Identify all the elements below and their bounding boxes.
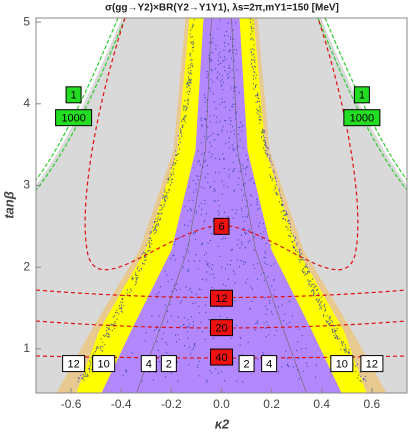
- contour-label: 1000: [61, 113, 85, 125]
- contour-label-box: [330, 355, 354, 373]
- contour-label-box: [360, 355, 384, 373]
- x-tick-label: 0.2: [263, 397, 280, 411]
- contour-label-box: [210, 289, 233, 307]
- contour-line: [317, 18, 407, 191]
- contour-label-box: [353, 86, 370, 104]
- y-tick-label: 2: [23, 259, 30, 273]
- contour-label: 20: [215, 323, 227, 335]
- contour-line: [324, 18, 407, 181]
- contour-label: 12: [366, 358, 378, 370]
- contour-label: 40: [215, 352, 227, 364]
- chart-title: σ(gg→Y2)×BR(Y2→Y1Y1), λs=2π,mY1=150 [MeV…: [105, 3, 339, 14]
- plot-area: [36, 18, 407, 393]
- contour-label-box: [210, 319, 233, 337]
- y-tick-label: 3: [23, 178, 30, 192]
- contour-label: 2: [244, 358, 250, 370]
- y-tick-label: 1: [23, 341, 30, 355]
- contour-label: 2: [166, 358, 172, 370]
- contour-label: 4: [266, 358, 272, 370]
- contour-label: 1: [71, 90, 77, 102]
- contour-label: 4: [146, 358, 152, 370]
- x-tick-label: -0.2: [161, 397, 182, 411]
- contour-label: 10: [98, 358, 110, 370]
- contour-line: [136, 18, 307, 393]
- contour-label-box: [62, 355, 86, 373]
- x-tick-label: -0.6: [61, 397, 82, 411]
- x-tick-label: -0.4: [111, 397, 132, 411]
- y-tick-label: 4: [23, 96, 30, 110]
- x-tick-label: 0.6: [364, 397, 381, 411]
- contour-line: [36, 18, 119, 181]
- contour-label-box: [92, 355, 116, 373]
- contour-line: [84, 18, 359, 271]
- purple-band: [101, 18, 342, 393]
- contour-label-box: [261, 355, 278, 373]
- contour-label: 1: [359, 90, 365, 102]
- contour-label: 1000: [350, 113, 374, 125]
- contour-label: 10: [336, 358, 348, 370]
- x-tick-label: 0.4: [313, 397, 330, 411]
- contour-label-box: [343, 109, 381, 127]
- contour-line: [36, 18, 126, 191]
- contour-label: 12: [67, 358, 79, 370]
- contour-label-box: [65, 86, 82, 104]
- contour-label: 12: [215, 293, 227, 305]
- contour-label-box: [55, 109, 93, 127]
- y-axis-label: tanβ: [1, 191, 16, 219]
- contour-label: 6: [218, 221, 224, 233]
- x-tick-label: 0.0: [213, 397, 230, 411]
- x-axis-label: κ2: [215, 416, 230, 431]
- y-tick-label: 5: [23, 14, 30, 28]
- contour-label-box: [160, 355, 177, 373]
- contour-label-box: [140, 355, 157, 373]
- contour-label-box: [213, 217, 230, 235]
- contour-label-box: [238, 355, 255, 373]
- contour-label-box: [210, 348, 233, 366]
